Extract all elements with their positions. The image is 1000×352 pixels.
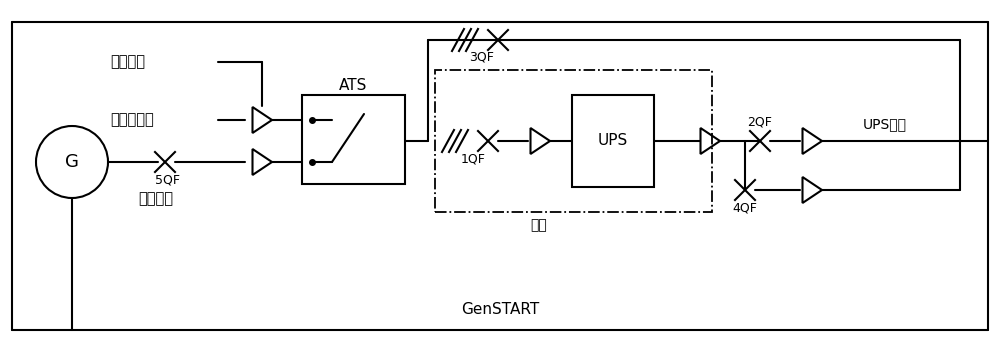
Text: UPS: UPS [598, 133, 628, 149]
Text: 1QF: 1QF [461, 152, 485, 165]
Text: 通讯: 通讯 [530, 218, 547, 232]
Bar [572, 95, 654, 187]
Bar [435, 70, 712, 212]
Bar [302, 95, 405, 184]
Text: 3QF: 3QF [470, 50, 494, 63]
Text: 2QF: 2QF [748, 115, 772, 128]
Text: UPS输出: UPS输出 [863, 117, 907, 131]
Text: 4QF: 4QF [733, 201, 757, 214]
Text: G: G [65, 153, 79, 171]
Text: GenSTART: GenSTART [461, 302, 539, 318]
Text: 柴油发电机: 柴油发电机 [110, 113, 154, 127]
Text: ATS: ATS [339, 78, 368, 94]
Text: 5QF: 5QF [156, 174, 180, 187]
Text: 市电进线: 市电进线 [110, 55, 145, 69]
Text: 油机进线: 油机进线 [138, 191, 173, 207]
